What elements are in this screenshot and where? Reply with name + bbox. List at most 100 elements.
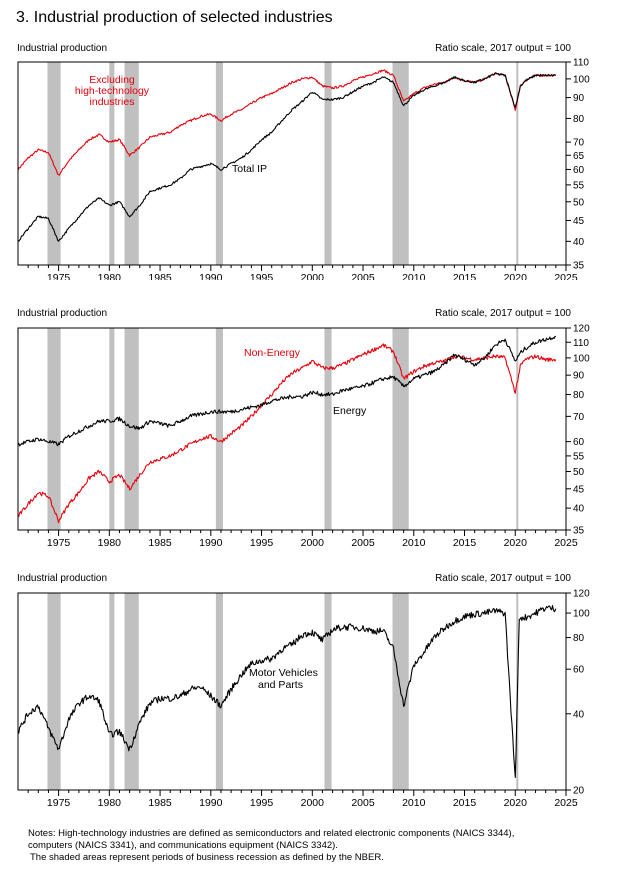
x-tick-label: 2010 (402, 537, 426, 549)
x-tick-label: 1995 (250, 537, 274, 549)
x-tick-label: 2020 (504, 537, 528, 549)
x-tick-label: 1980 (98, 797, 122, 809)
series-annotation: Motor Vehicles (249, 667, 318, 679)
series-line (17, 605, 557, 779)
y-tick-label: 60 (573, 665, 585, 676)
y-tick-label: 100 (573, 353, 590, 364)
x-tick-label: 1975 (47, 272, 71, 280)
x-tick-label: 2000 (301, 537, 325, 549)
notes-line-3: The shaded areas represent periods of bu… (30, 852, 384, 863)
y-tick-label: 50 (573, 467, 585, 478)
plot-frame (17, 592, 567, 791)
x-tick-label: 2005 (351, 272, 375, 280)
series-annotation: Excluding (89, 74, 135, 86)
y-tick-label: 50 (573, 197, 585, 208)
x-tick-label: 2010 (402, 797, 426, 809)
y-tick-label: 80 (573, 633, 585, 644)
panel-3-scale-label: Ratio scale, 2017 output = 100 (435, 573, 571, 584)
recession-band (109, 62, 115, 265)
x-tick-label: 2000 (301, 272, 325, 280)
y-tick-label: 100 (573, 74, 590, 85)
x-tick-label: 2025 (554, 797, 578, 809)
y-tick-label: 40 (573, 237, 585, 248)
recession-band (516, 328, 519, 530)
y-tick-label: 65 (573, 151, 585, 162)
x-tick-label: 1995 (250, 797, 274, 809)
x-tick-label: 1990 (199, 537, 223, 549)
y-tick-label: 60 (573, 437, 585, 448)
y-tick-label: 60 (573, 165, 585, 176)
series-annotation: Non-Energy (244, 347, 301, 359)
x-tick-label: 2000 (301, 797, 325, 809)
y-tick-label: 120 (573, 324, 590, 335)
notes-line-1: Notes: High-technology industries are de… (28, 828, 515, 839)
y-tick-label: 90 (573, 371, 585, 382)
x-tick-label: 2020 (504, 797, 528, 809)
y-tick-label: 20 (573, 786, 585, 797)
x-tick-label: 2005 (351, 797, 375, 809)
series-annotation: industries (90, 96, 135, 108)
recession-band (392, 62, 409, 265)
x-tick-label: 2010 (402, 272, 426, 280)
recession-band (215, 62, 223, 265)
x-tick-label: 1985 (148, 272, 172, 280)
recession-band (124, 593, 139, 790)
recession-band (324, 328, 332, 530)
panel-1-chart: 1975 1980 1985 1990 1995 2000 2005 2010 2015 2020… (17, 58, 590, 280)
x-tick-label: 1975 (47, 797, 71, 809)
x-tick-label: 1980 (98, 537, 122, 549)
recession-band (109, 328, 115, 530)
y-tick-label: 55 (573, 451, 585, 462)
series-annotation: high-technology (75, 85, 150, 97)
panel-1-title: Industrial production (17, 43, 108, 54)
y-tick-label: 120 (573, 589, 590, 600)
x-tick-label: 2015 (453, 272, 477, 280)
y-tick-label: 45 (573, 216, 585, 227)
x-tick-label: 1980 (98, 272, 122, 280)
recession-band (47, 328, 61, 530)
y-tick-label: 100 (573, 609, 590, 620)
recession-band (215, 328, 223, 530)
x-tick-label: 1990 (199, 797, 223, 809)
recession-band (47, 62, 61, 265)
x-tick-label: 1990 (199, 272, 223, 280)
series-line (17, 335, 556, 447)
notes: Notes: High-technology industries are de… (28, 828, 608, 864)
panel-1-scale-label: Ratio scale, 2017 output = 100 (435, 43, 571, 54)
y-tick-label: 90 (573, 93, 585, 104)
panel-2-chart: 1975 1980 1985 1990 1995 2000 2005 2010 2015 2020… (17, 324, 590, 549)
y-tick-label: 40 (573, 709, 585, 720)
series-annotation: Total IP (232, 163, 267, 175)
panel-2-scale-label: Ratio scale, 2017 output = 100 (435, 308, 571, 319)
recession-band (324, 62, 332, 265)
y-tick-label: 80 (573, 114, 585, 125)
x-tick-label: 2020 (504, 272, 528, 280)
series-annotation: Energy (333, 405, 367, 417)
recession-band (215, 593, 223, 790)
y-tick-label: 110 (573, 338, 589, 349)
x-tick-label: 1975 (47, 537, 71, 549)
x-tick-label: 2015 (453, 797, 477, 809)
y-tick-label: 80 (573, 390, 585, 401)
x-tick-label: 1985 (148, 537, 172, 549)
notes-line-2: computers (NAICS 3341), and communicatio… (28, 840, 338, 851)
panel-2-title: Industrial production (17, 308, 108, 319)
y-tick-label: 35 (573, 526, 585, 537)
y-tick-label: 45 (573, 484, 585, 495)
y-tick-label: 40 (573, 504, 585, 515)
series-line (17, 343, 557, 524)
y-tick-label: 55 (573, 180, 585, 191)
x-tick-label: 1985 (148, 797, 172, 809)
x-tick-label: 2005 (351, 537, 375, 549)
y-tick-label: 70 (573, 138, 585, 149)
figure-title: 3. Industrial production of selected ind… (16, 9, 333, 26)
panel-3-chart: 1975 1980 1985 1990 1995 2000 2005 2010 2015 2020… (17, 589, 590, 809)
recession-band (109, 593, 115, 790)
recession-band (324, 593, 332, 790)
recession-band (47, 593, 61, 790)
y-tick-label: 110 (573, 58, 589, 69)
y-tick-label: 35 (573, 261, 585, 272)
x-tick-label: 2025 (554, 272, 578, 280)
x-tick-label: 2015 (453, 537, 477, 549)
series-line (17, 72, 557, 242)
